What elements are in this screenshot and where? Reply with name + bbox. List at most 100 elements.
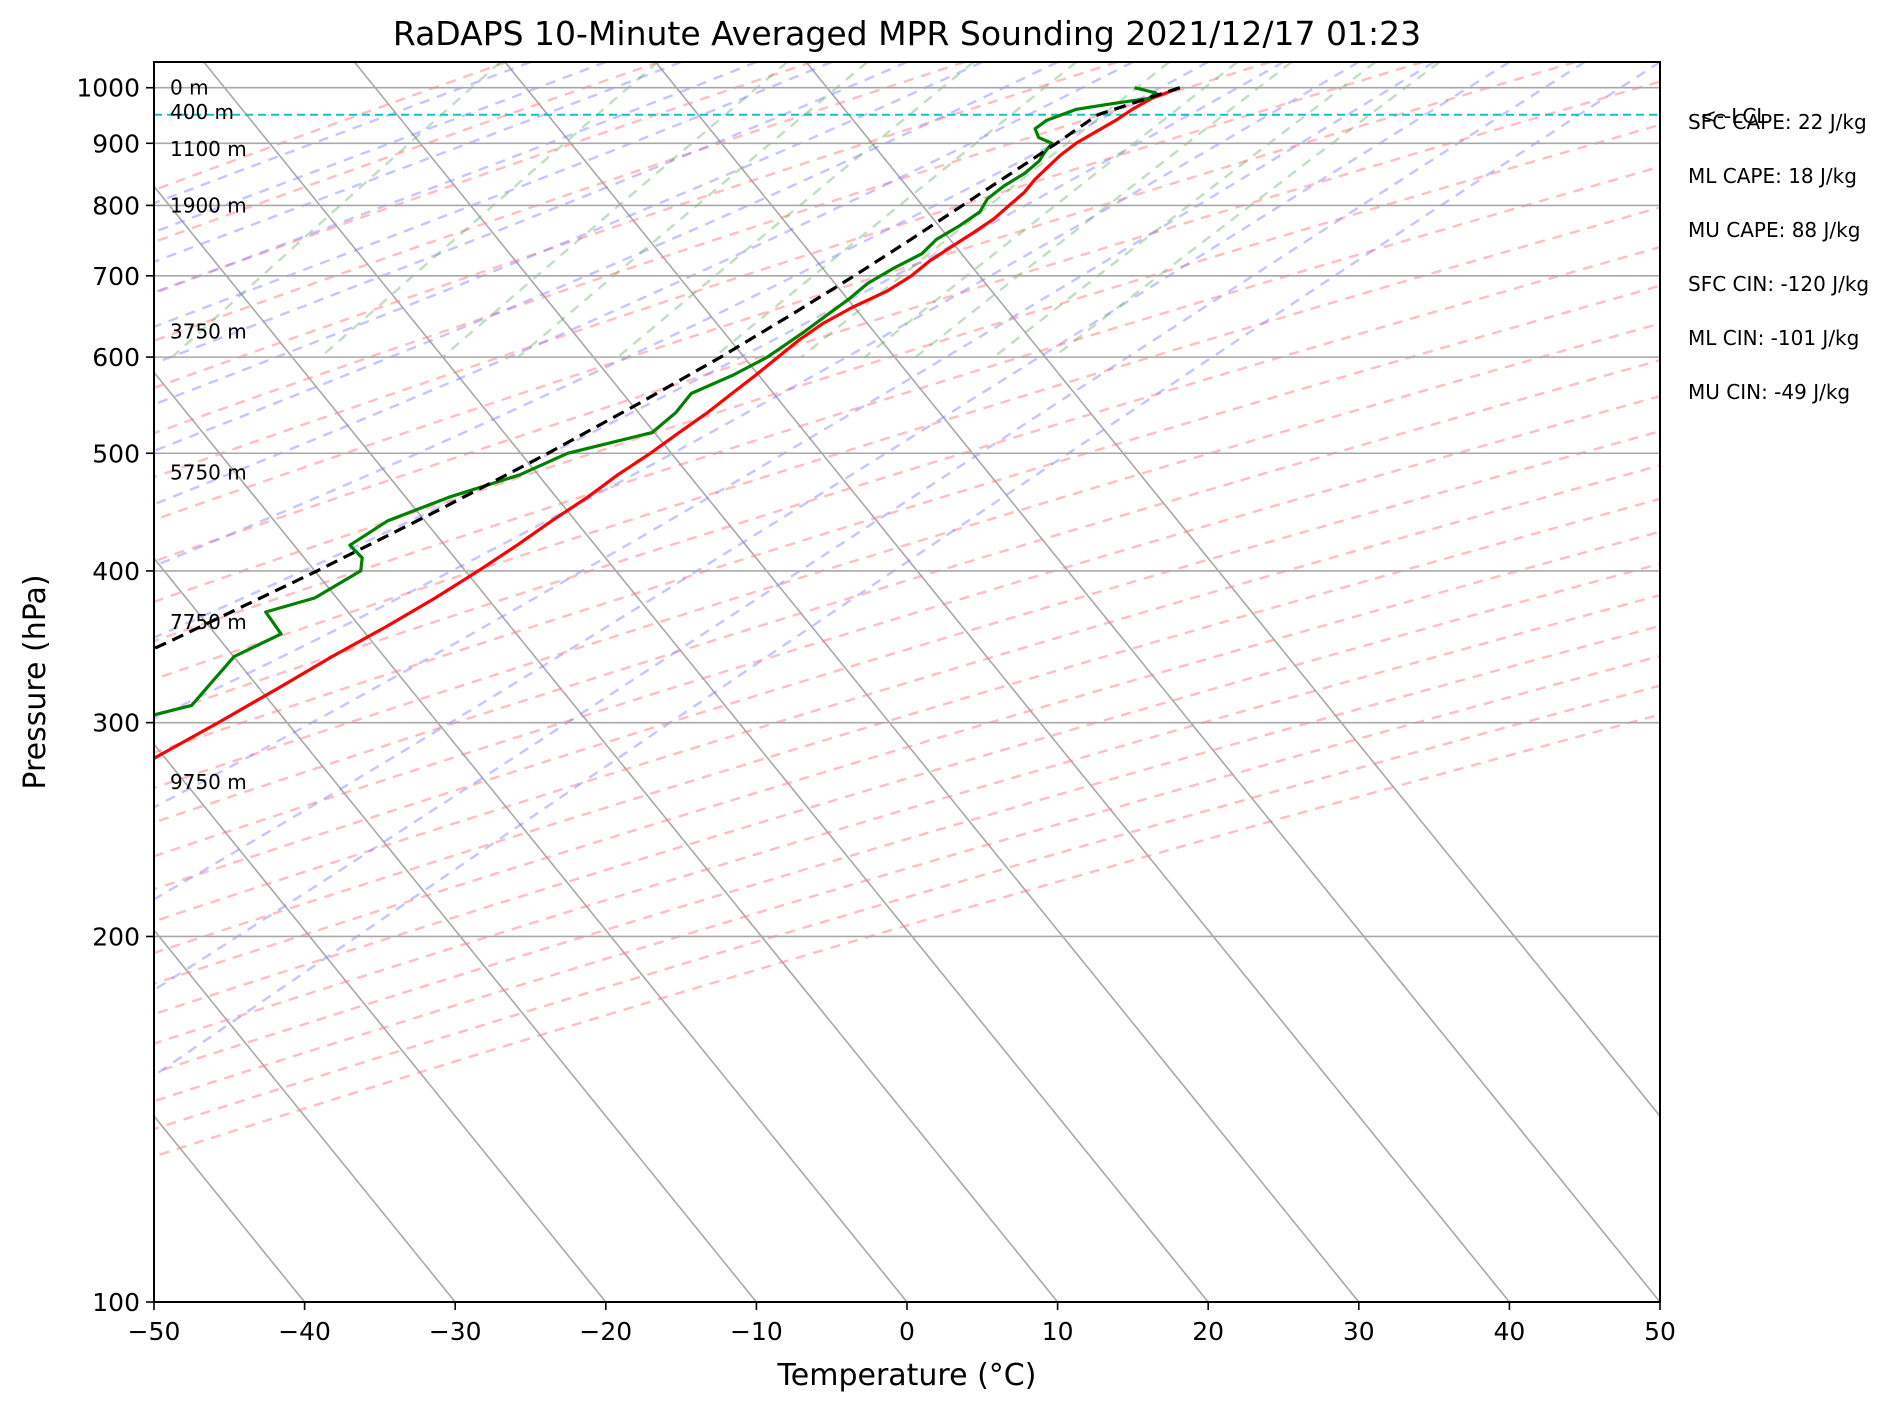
dry-adiabat-line xyxy=(154,62,660,244)
dry-adiabat-line xyxy=(154,684,1660,1131)
moist-adiabat-line xyxy=(154,62,908,365)
height-label: 400 m xyxy=(170,100,234,124)
moist-adiabat-line xyxy=(154,62,1360,720)
pressure-gridlines xyxy=(154,86,1660,1302)
mixing-ratio-line xyxy=(914,62,1293,359)
isotherm-line xyxy=(154,557,758,1302)
moist-adiabat-line xyxy=(154,62,1660,1078)
dry-adiabat-line xyxy=(154,593,1660,1045)
y-tick-label: 900 xyxy=(92,129,140,158)
chart-title: RaDAPS 10-Minute Averaged MPR Sounding 2… xyxy=(393,14,1421,53)
y-tick-label: 800 xyxy=(92,191,140,220)
dry-adiabat-line xyxy=(154,358,1660,824)
x-tick-label: −40 xyxy=(278,1317,331,1346)
isotherm-line xyxy=(353,62,1360,1302)
y-tick-label: 600 xyxy=(92,343,140,372)
x-tick-label: 20 xyxy=(1192,1317,1224,1346)
mixing-ratio-line xyxy=(617,62,975,359)
isotherm-line xyxy=(654,62,1660,1302)
dry-adiabat-line xyxy=(154,245,1660,718)
x-tick-label: 40 xyxy=(1493,1317,1525,1346)
y-tick-label: 400 xyxy=(92,557,140,586)
parameter-text: SFC CIN: -120 J/kg xyxy=(1688,272,1869,296)
profile-line-2 xyxy=(154,86,1181,651)
mixing-ratio-line xyxy=(171,62,502,358)
y-tick-label: 200 xyxy=(92,922,140,951)
dry-adiabat-line xyxy=(154,713,1660,1158)
parameter-text: MU CAPE: 88 J/kg xyxy=(1688,218,1860,242)
isotherm-line xyxy=(805,62,1660,1118)
profile-line-0 xyxy=(154,86,1181,761)
x-tick-label: 50 xyxy=(1644,1317,1676,1346)
mixing-ratio-line xyxy=(800,62,1170,359)
parameter-text: SFC CAPE: 22 J/kg xyxy=(1688,110,1867,134)
mixing-ratio-line xyxy=(441,62,788,359)
x-tick-label: −20 xyxy=(579,1317,632,1346)
y-tick-label: 300 xyxy=(92,709,140,738)
profile-line-1 xyxy=(154,86,1158,717)
height-label: 7750 m xyxy=(170,610,247,634)
mixing-ratio-line xyxy=(864,62,1239,359)
profile-layer xyxy=(154,86,1181,761)
x-axis-ticks: −50 −40 −30 −20 −10 0 10 20 30 40 50 xyxy=(128,1302,1676,1346)
dry-adiabat-line xyxy=(154,80,1660,563)
dry-adiabat-line xyxy=(154,206,1660,681)
x-tick-label: −50 xyxy=(128,1317,181,1346)
dry-adiabat-line xyxy=(154,62,1271,435)
mixing-ratio-line xyxy=(713,62,1078,359)
parameter-text: ML CIN: -101 J/kg xyxy=(1688,326,1859,350)
dry-adiabat-line xyxy=(154,562,1660,1016)
dry-adiabat-line xyxy=(154,497,1660,955)
x-tick-label: −10 xyxy=(730,1317,783,1346)
isotherm-line xyxy=(0,62,3,1302)
dry-adiabat-line xyxy=(154,464,1660,923)
background-lines xyxy=(0,62,1660,1302)
y-tick-label: 500 xyxy=(92,439,140,468)
isotherm-line xyxy=(154,742,607,1302)
isotherm-line xyxy=(203,62,1209,1302)
x-tick-label: 30 xyxy=(1343,1317,1375,1346)
y-tick-label: 100 xyxy=(92,1288,140,1317)
x-tick-label: 10 xyxy=(1042,1317,1074,1346)
moist-adiabat-line xyxy=(154,62,757,295)
mixing-ratio-line xyxy=(320,62,659,358)
moist-adiabat-line xyxy=(154,62,1285,639)
moist-adiabat-line xyxy=(154,62,1511,901)
isotherm-line xyxy=(154,928,456,1302)
moist-adiabat-line xyxy=(154,62,1586,992)
dry-adiabat-line xyxy=(154,62,966,343)
parameter-text: ML CAPE: 18 J/kg xyxy=(1688,164,1857,188)
height-label: 5750 m xyxy=(170,461,247,485)
dry-adiabat-line xyxy=(154,62,1576,522)
dry-adiabat-line xyxy=(154,62,1118,390)
height-label: 0 m xyxy=(170,76,209,100)
x-axis-label: Temperature (°C) xyxy=(777,1358,1037,1393)
x-tick-label: 0 xyxy=(899,1317,915,1346)
dry-adiabat-line xyxy=(154,322,1660,790)
y-tick-label: 700 xyxy=(92,262,140,291)
mixing-ratio-line xyxy=(993,62,1377,359)
height-label: 1100 m xyxy=(170,137,247,161)
x-tick-label: −30 xyxy=(429,1317,482,1346)
y-axis-label: Pressure (hPa) xyxy=(18,574,53,789)
dry-adiabat-line xyxy=(154,123,1660,603)
height-label: 1900 m xyxy=(170,193,247,217)
y-axis-ticks: 100 200 300 400 500 600 700 800 900 1000 xyxy=(76,74,154,1317)
isotherm-line xyxy=(504,62,1511,1302)
y-tick-label: 1000 xyxy=(76,74,140,103)
mixing-ratio-line xyxy=(1052,62,1441,359)
dry-adiabat-line xyxy=(154,62,1424,479)
moist-adiabat-line xyxy=(154,62,983,406)
moist-adiabat-line xyxy=(154,62,1059,453)
isotherm-line xyxy=(154,185,1059,1302)
parameter-text: MU CIN: -49 J/kg xyxy=(1688,380,1850,404)
moist-adiabat-line xyxy=(154,62,1209,568)
lcl-label: <--LCL xyxy=(1700,104,1768,128)
mixing-ratio-line xyxy=(517,62,869,359)
isotherm-line xyxy=(154,371,908,1302)
moist-adiabat-line xyxy=(154,62,682,264)
moist-adiabat-line xyxy=(154,62,1435,809)
dry-adiabat-line xyxy=(154,62,507,192)
